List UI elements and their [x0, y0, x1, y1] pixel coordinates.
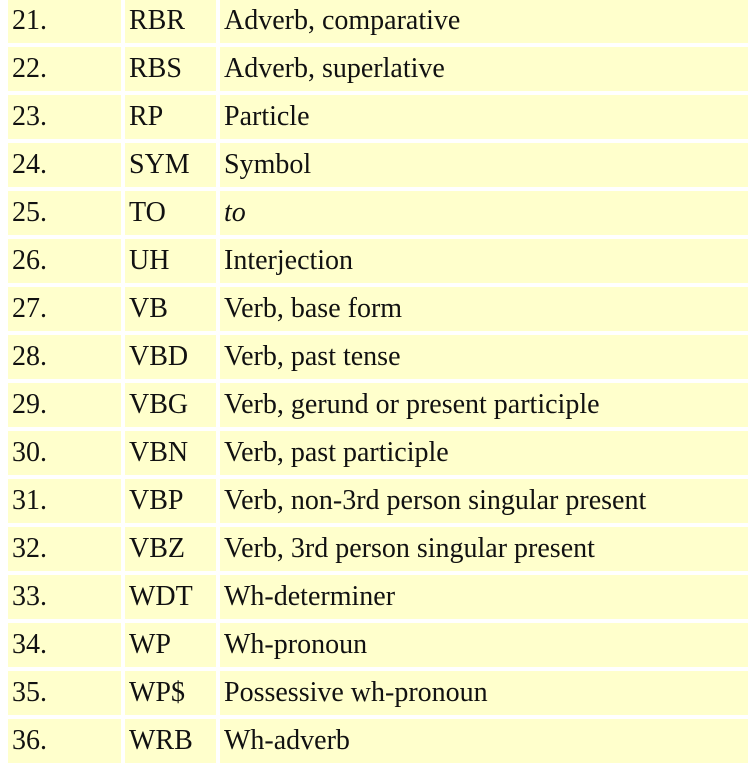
- table-row: 34. WP Wh-pronoun: [8, 623, 748, 667]
- row-number-cell: 31.: [8, 479, 121, 523]
- row-number-cell: 36.: [8, 719, 121, 763]
- pos-tag-table-body: 21. RBR Adverb, comparative 22. RBS Adve…: [8, 0, 748, 763]
- table-row: 30. VBN Verb, past participle: [8, 431, 748, 475]
- description-cell: Wh-pronoun: [220, 623, 748, 667]
- tag-cell: WP: [125, 623, 216, 667]
- table-row: 22. RBS Adverb, superlative: [8, 47, 748, 91]
- description-cell: Verb, gerund or present participle: [220, 383, 748, 427]
- description-cell: Wh-adverb: [220, 719, 748, 763]
- description-cell: Verb, base form: [220, 287, 748, 331]
- description-cell: Verb, non-3rd person singular present: [220, 479, 748, 523]
- tag-cell: VBD: [125, 335, 216, 379]
- table-row: 28. VBD Verb, past tense: [8, 335, 748, 379]
- table-row: 29. VBG Verb, gerund or present particip…: [8, 383, 748, 427]
- tag-cell: RP: [125, 95, 216, 139]
- table-row: 26. UH Interjection: [8, 239, 748, 283]
- table-row: 36. WRB Wh-adverb: [8, 719, 748, 763]
- tag-cell: VBP: [125, 479, 216, 523]
- table-row: 27. VB Verb, base form: [8, 287, 748, 331]
- table-row: 24. SYM Symbol: [8, 143, 748, 187]
- description-cell: Verb, past participle: [220, 431, 748, 475]
- description-cell: Verb, past tense: [220, 335, 748, 379]
- tag-cell: VBG: [125, 383, 216, 427]
- table-row: 33. WDT Wh-determiner: [8, 575, 748, 619]
- description-cell: to: [220, 191, 748, 235]
- description-cell: Interjection: [220, 239, 748, 283]
- description-cell: Wh-determiner: [220, 575, 748, 619]
- description-cell: Symbol: [220, 143, 748, 187]
- tag-cell: UH: [125, 239, 216, 283]
- tag-cell: SYM: [125, 143, 216, 187]
- row-number-cell: 24.: [8, 143, 121, 187]
- tag-cell: WRB: [125, 719, 216, 763]
- row-number-cell: 28.: [8, 335, 121, 379]
- description-cell: Possessive wh-pronoun: [220, 671, 748, 715]
- row-number-cell: 25.: [8, 191, 121, 235]
- description-cell: Adverb, superlative: [220, 47, 748, 91]
- description-cell: Particle: [220, 95, 748, 139]
- table-row: 21. RBR Adverb, comparative: [8, 0, 748, 43]
- table-row: 23. RP Particle: [8, 95, 748, 139]
- pos-tag-table: 21. RBR Adverb, comparative 22. RBS Adve…: [4, 0, 752, 767]
- tag-cell: VBN: [125, 431, 216, 475]
- row-number-cell: 21.: [8, 0, 121, 43]
- tag-cell: RBS: [125, 47, 216, 91]
- tag-cell: WP$: [125, 671, 216, 715]
- row-number-cell: 26.: [8, 239, 121, 283]
- table-row: 25. TO to: [8, 191, 748, 235]
- tag-cell: WDT: [125, 575, 216, 619]
- tag-cell: VBZ: [125, 527, 216, 571]
- table-row: 35. WP$ Possessive wh-pronoun: [8, 671, 748, 715]
- tag-cell: RBR: [125, 0, 216, 43]
- row-number-cell: 30.: [8, 431, 121, 475]
- table-row: 31. VBP Verb, non-3rd person singular pr…: [8, 479, 748, 523]
- row-number-cell: 35.: [8, 671, 121, 715]
- row-number-cell: 33.: [8, 575, 121, 619]
- row-number-cell: 23.: [8, 95, 121, 139]
- row-number-cell: 22.: [8, 47, 121, 91]
- row-number-cell: 34.: [8, 623, 121, 667]
- description-cell: Adverb, comparative: [220, 0, 748, 43]
- table-row: 32. VBZ Verb, 3rd person singular presen…: [8, 527, 748, 571]
- tag-cell: TO: [125, 191, 216, 235]
- tag-cell: VB: [125, 287, 216, 331]
- description-cell: Verb, 3rd person singular present: [220, 527, 748, 571]
- row-number-cell: 27.: [8, 287, 121, 331]
- row-number-cell: 29.: [8, 383, 121, 427]
- row-number-cell: 32.: [8, 527, 121, 571]
